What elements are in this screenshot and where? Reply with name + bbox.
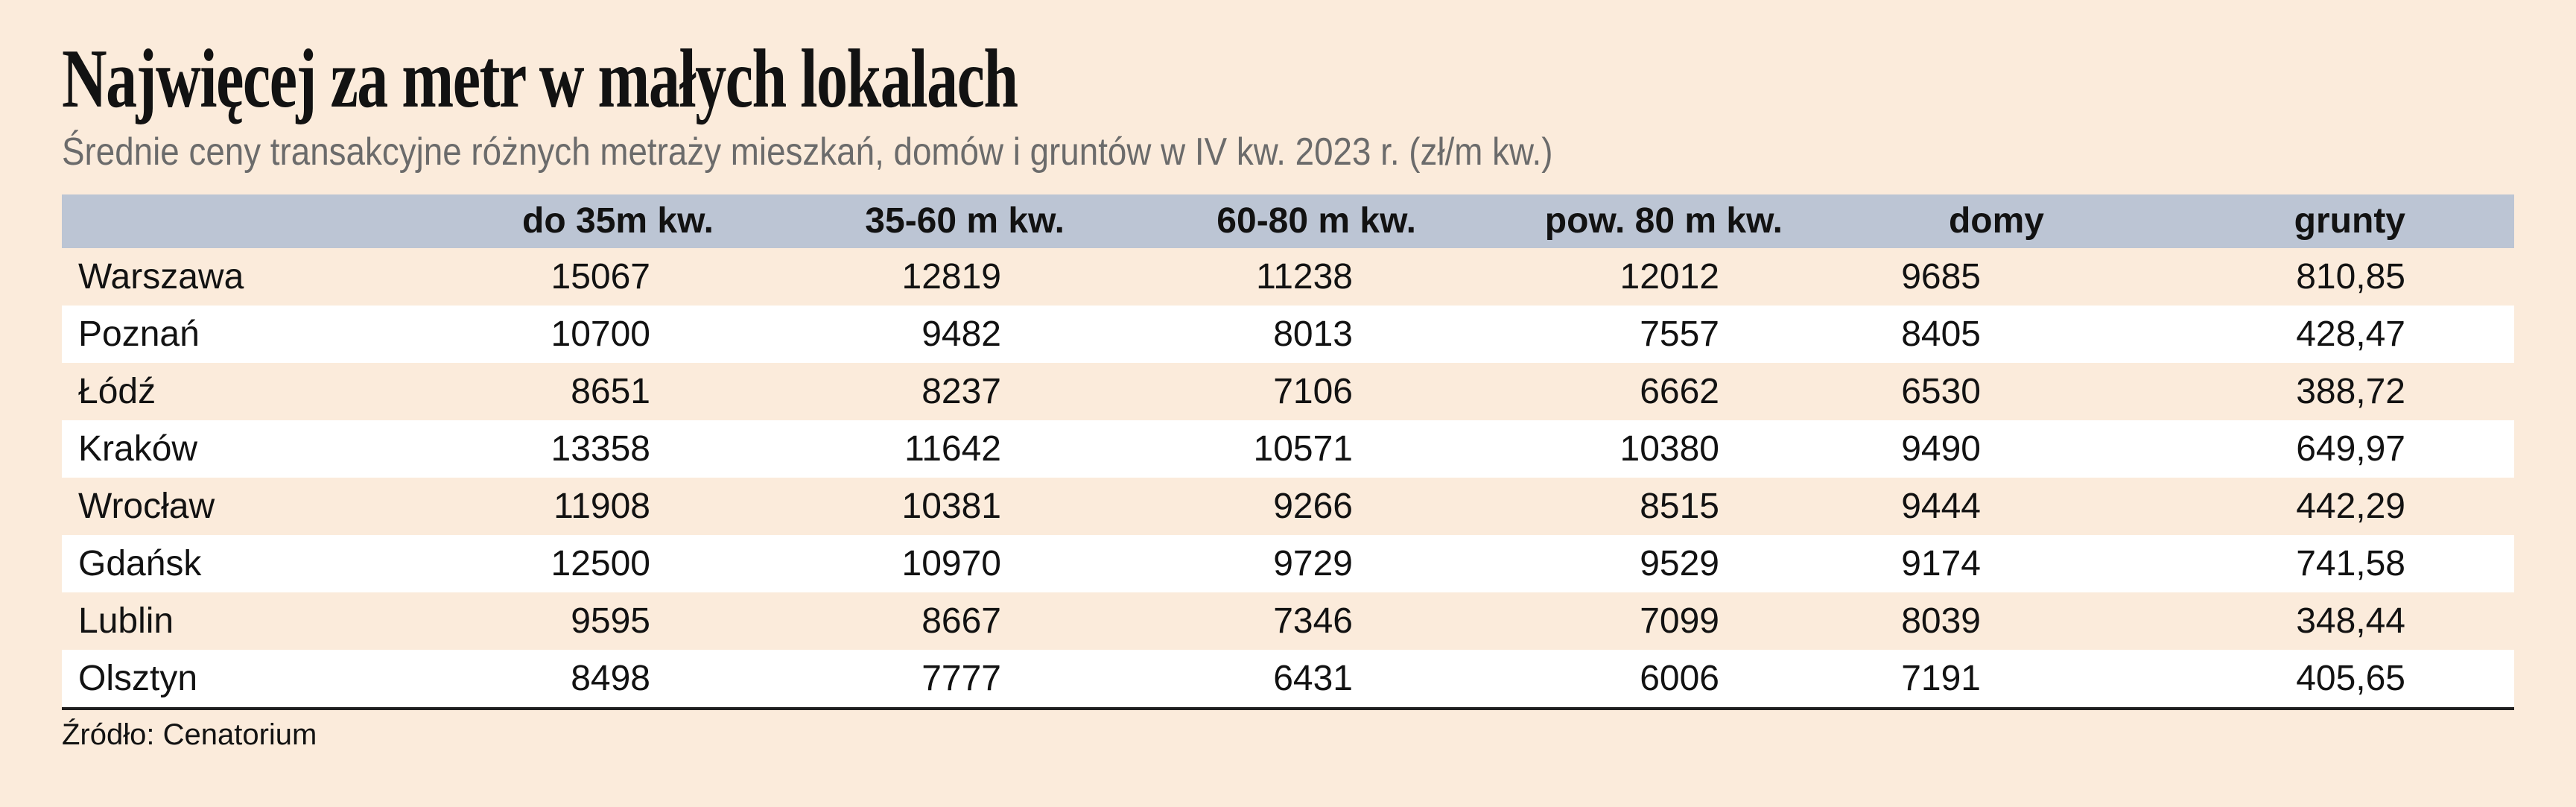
table-row: Poznań 10700 9482 8013 7557 8405 428,47 [62,305,2514,363]
table-header: do 35m kw. 35-60 m kw. 60-80 m kw. pow. 80 … [62,194,2514,248]
value-cell: 10380 [1619,428,1719,469]
value-cell: 9595 [571,601,650,641]
value-cell: 11908 [553,486,650,526]
value-cell: 9529 [1640,543,1719,583]
value-cell: 649,97 [2296,428,2405,469]
chart-subtitle-text: Średnie ceny transakcyjne różnych metraż… [62,130,1553,174]
value-cell: 6662 [1640,371,1719,411]
value-cell: 9444 [1901,486,1981,526]
value-cell: 741,58 [2296,543,2405,583]
value-cell: 8498 [571,658,650,698]
value-cell: 7346 [1273,601,1353,641]
value-cell: 7106 [1273,371,1353,411]
value-cell: 9490 [1901,428,1981,469]
value-cell: 442,29 [2296,486,2405,526]
column-header: grunty [2044,194,2514,248]
value-cell: 388,72 [2296,371,2405,411]
city-cell: Gdańsk [78,543,202,583]
table-row: Gdańsk 12500 10970 9729 9529 9174 741,58 [62,534,2514,592]
value-cell: 10700 [551,314,650,354]
value-cell: 8515 [1640,486,1719,526]
city-cell: Poznań [78,314,200,354]
value-cell: 10970 [901,543,1001,583]
value-cell: 8013 [1273,314,1353,354]
table-row: Warszawa 15067 12819 11238 12012 9685 810,85 [62,248,2514,306]
value-cell: 11642 [904,428,1001,469]
city-cell: Łódź [78,371,156,411]
value-cell: 348,44 [2296,601,2405,641]
value-cell: 9266 [1273,486,1353,526]
column-header: 35-60 m kw. [714,194,1065,248]
value-cell: 428,47 [2296,314,2405,354]
page-title: Najwięcej za metr w małych lokalach [62,34,2514,124]
city-cell: Lublin [78,601,174,641]
value-cell: 6006 [1640,658,1719,698]
value-cell: 7099 [1640,601,1719,641]
chart-subtitle: Średnie ceny transakcyjne różnych metraż… [62,130,2514,175]
header-row: do 35m kw. 35-60 m kw. 60-80 m kw. pow. 80 … [62,194,2514,248]
price-table: do 35m kw. 35-60 m kw. 60-80 m kw. pow. 80 … [62,194,2514,710]
value-cell: 7777 [921,658,1001,698]
table-row: Łódź 8651 8237 7106 6662 6530 388,72 [62,363,2514,420]
value-cell: 9685 [1901,256,1981,297]
value-cell: 8667 [921,601,1001,641]
value-cell: 6431 [1273,658,1353,698]
value-cell: 8405 [1901,314,1981,354]
column-header: 60-80 m kw. [1065,194,1416,248]
column-header: do 35m kw. [363,194,714,248]
table-row: Lublin 9595 8667 7346 7099 8039 348,44 [62,592,2514,650]
value-cell: 9174 [1901,543,1981,583]
value-cell: 9482 [921,314,1001,354]
city-cell: Wrocław [78,486,215,526]
value-cell: 7191 [1901,658,1981,698]
value-cell: 12819 [901,256,1001,297]
city-cell: Warszawa [78,256,244,297]
table-row: Kraków 13358 11642 10571 10380 9490 649,97 [62,420,2514,478]
city-cell: Kraków [78,428,198,469]
value-cell: 8237 [921,371,1001,411]
value-cell: 11238 [1256,256,1353,297]
value-cell: 8651 [571,371,650,411]
value-cell: 15067 [551,256,650,297]
corner-header-cell [62,194,363,248]
value-cell: 810,85 [2296,256,2405,297]
value-cell: 405,65 [2296,658,2405,698]
source-attribution: Źródło: Cenatorium [62,718,317,751]
value-cell: 8039 [1901,601,1981,641]
city-cell: Olsztyn [78,658,198,698]
value-cell: 10571 [1253,428,1353,469]
page-title-text: Najwięcej za metr w małych lokalach [62,33,1018,125]
table-row: Wrocław 11908 10381 9266 8515 9444 442,29 [62,478,2514,535]
table-row: Olsztyn 8498 7777 6431 6006 7191 405,65 [62,649,2514,709]
value-cell: 12012 [1619,256,1719,297]
value-cell: 6530 [1901,371,1981,411]
infographic: Najwięcej za metr w małych lokalach Śred… [62,34,2514,751]
column-header: pow. 80 m kw. [1416,194,1783,248]
table-body: Warszawa 15067 12819 11238 12012 9685 810,85 Po… [62,248,2514,709]
value-cell: 7557 [1640,314,1719,354]
value-cell: 9729 [1273,543,1353,583]
column-header: domy [1783,194,2044,248]
value-cell: 10381 [901,486,1001,526]
value-cell: 12500 [551,543,650,583]
value-cell: 13358 [551,428,650,469]
